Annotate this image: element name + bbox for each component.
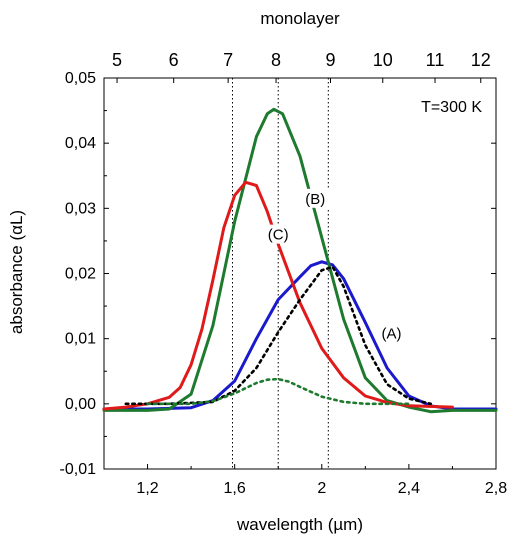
x-tick-label: 1,2	[136, 480, 158, 497]
curve-labels: (A) (B) (C)	[263, 188, 407, 343]
y-tick-label: 0,05	[65, 70, 96, 87]
curve-label-a: (A)	[381, 326, 401, 343]
y-tick-label: -0,01	[60, 461, 97, 478]
x-tick-label: 2	[317, 480, 326, 497]
reference-lines	[231, 78, 329, 469]
axis-ticks: 1,2 1,6 2 2,4 2,8 -0,01 0,00 0,01 0,02 0,03 0,04 0,…	[60, 50, 508, 497]
top-axis-label: monolayer	[260, 9, 340, 28]
curve-label-background	[376, 323, 407, 343]
top-tick-label: 12	[471, 50, 491, 70]
curve-label-c: (C)	[268, 227, 289, 244]
x-tick-label: 2,8	[485, 480, 507, 497]
curve-label-background	[263, 224, 294, 244]
x-axis-label: wavelength (µm)	[236, 515, 363, 534]
curve-label-background	[300, 188, 331, 208]
x-tick-label: 2,4	[398, 480, 420, 497]
y-tick-label: 0,01	[65, 331, 96, 348]
y-tick-label: 0,04	[65, 135, 96, 152]
x-tick-label: 1,6	[224, 480, 246, 497]
series-group	[102, 107, 498, 414]
y-axis-label: absorbance (αL)	[7, 210, 26, 334]
y-tick-label: 0,00	[65, 396, 96, 413]
y-tick-label: 0,03	[65, 200, 96, 217]
curve-label-b: (B)	[305, 191, 325, 208]
top-tick-label: 5	[112, 50, 122, 70]
top-tick-label: 10	[373, 50, 393, 70]
top-tick-label: 9	[325, 50, 335, 70]
y-tick-label: 0,02	[65, 266, 96, 283]
top-tick-label: 8	[271, 50, 281, 70]
series-line-c	[102, 180, 454, 411]
top-tick-label: 7	[223, 50, 233, 70]
series-line-b	[102, 107, 498, 414]
top-tick-label: 11	[426, 50, 445, 70]
top-tick-label: 6	[169, 50, 179, 70]
dotted-series-5	[146, 377, 411, 406]
temperature-annotation: T=300 K	[421, 99, 482, 116]
dotted-series-4	[124, 265, 432, 406]
